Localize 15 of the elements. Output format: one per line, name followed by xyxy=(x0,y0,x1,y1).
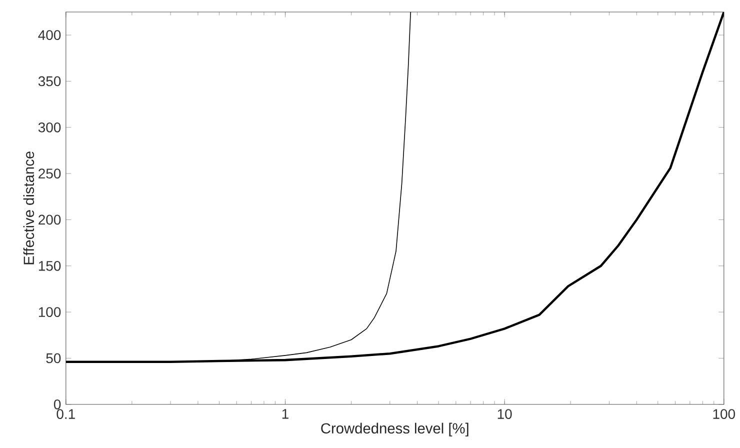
x-tick-label: 100 xyxy=(713,408,736,419)
x-tick-label: 1 xyxy=(282,408,288,419)
x-tick-label: 0.1 xyxy=(56,408,75,419)
y-tick-label: 350 xyxy=(38,76,61,86)
y-tick-label: 400 xyxy=(38,30,61,40)
y-tick-label: 50 xyxy=(46,353,61,364)
y-axis-title: Effective distance xyxy=(23,151,34,264)
y-tick-label: 250 xyxy=(38,168,61,178)
y-tick-label: 300 xyxy=(38,122,61,132)
y-tick-label: 150 xyxy=(38,260,61,271)
y-tick-label: 0 xyxy=(54,399,61,410)
x-tick-label: 10 xyxy=(498,408,512,419)
y-tick-label: 200 xyxy=(38,214,61,225)
x-axis-title: Crowdedness level [%] xyxy=(321,422,468,436)
y-tick-label: 100 xyxy=(38,306,61,317)
